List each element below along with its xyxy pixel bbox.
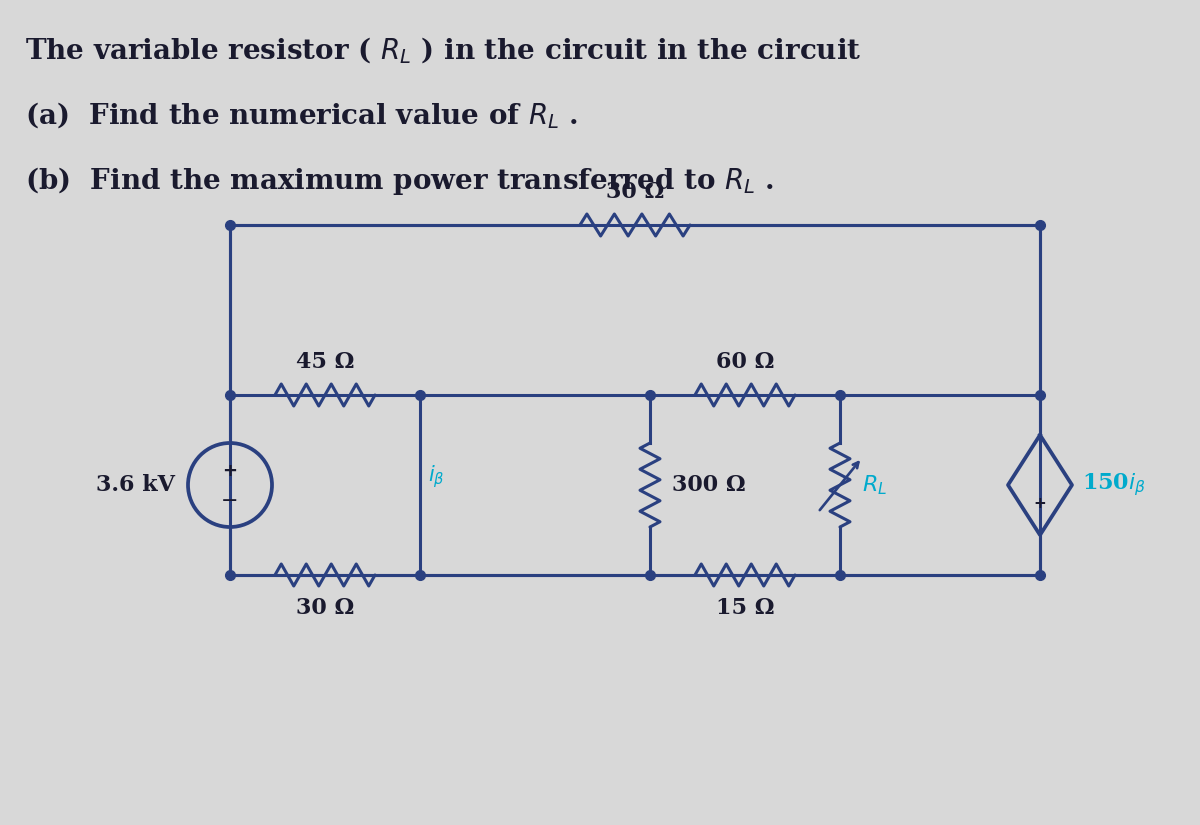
Text: $R_L$: $R_L$ [862,474,887,497]
Text: (a)  Find the numerical value of $R_L$ .: (a) Find the numerical value of $R_L$ . [25,100,578,130]
Text: −: − [221,491,239,511]
Text: 60 Ω: 60 Ω [716,351,774,373]
Text: 150$i_{\beta}$: 150$i_{\beta}$ [1082,472,1146,498]
Text: 300 Ω: 300 Ω [672,474,745,496]
Text: 30 Ω: 30 Ω [296,597,354,619]
Text: +: + [1033,496,1046,511]
Text: $i_{\beta}$: $i_{\beta}$ [428,464,445,490]
Text: 30 Ω: 30 Ω [606,181,664,203]
Bar [230,225,1040,575]
Text: The variable resistor ( $R_L$ ) in the circuit in the circuit: The variable resistor ( $R_L$ ) in the c… [25,35,862,66]
Text: +: + [222,462,238,480]
Text: 15 Ω: 15 Ω [715,597,774,619]
Text: 45 Ω: 45 Ω [296,351,354,373]
Text: (b)  Find the maximum power transferred to $R_L$ .: (b) Find the maximum power transferred t… [25,165,774,197]
Text: 3.6 kV: 3.6 kV [96,474,175,496]
